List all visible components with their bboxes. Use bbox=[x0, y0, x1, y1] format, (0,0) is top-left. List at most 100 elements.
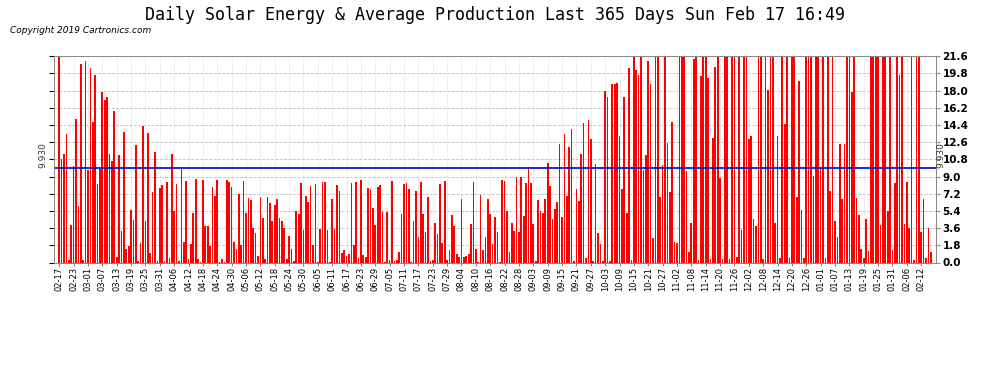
Bar bbox=[619, 136, 621, 262]
Bar bbox=[688, 252, 690, 262]
Bar bbox=[659, 197, 661, 262]
Bar bbox=[604, 92, 606, 262]
Bar bbox=[602, 261, 604, 262]
Bar bbox=[154, 152, 155, 262]
Bar bbox=[337, 184, 338, 262]
Bar bbox=[281, 221, 283, 262]
Bar bbox=[159, 188, 160, 262]
Bar bbox=[736, 258, 738, 262]
Bar bbox=[65, 134, 67, 262]
Bar bbox=[442, 243, 444, 262]
Bar bbox=[369, 189, 371, 262]
Bar bbox=[140, 243, 142, 262]
Bar bbox=[815, 57, 817, 262]
Bar bbox=[597, 233, 599, 262]
Bar bbox=[666, 142, 668, 262]
Bar bbox=[843, 144, 845, 262]
Bar bbox=[703, 57, 704, 262]
Bar bbox=[183, 242, 184, 262]
Bar bbox=[202, 180, 204, 262]
Bar bbox=[99, 169, 101, 262]
Bar bbox=[671, 122, 673, 262]
Bar bbox=[381, 212, 383, 262]
Bar bbox=[676, 243, 678, 262]
Bar bbox=[118, 155, 120, 262]
Bar bbox=[781, 57, 783, 262]
Bar bbox=[645, 155, 646, 262]
Bar bbox=[755, 226, 756, 262]
Bar bbox=[415, 191, 417, 262]
Bar bbox=[344, 250, 345, 262]
Bar bbox=[207, 226, 209, 262]
Bar bbox=[104, 100, 106, 262]
Bar bbox=[254, 233, 256, 262]
Bar bbox=[621, 189, 623, 262]
Bar bbox=[444, 181, 446, 262]
Bar bbox=[732, 57, 733, 262]
Bar bbox=[578, 201, 579, 262]
Bar bbox=[92, 122, 94, 262]
Bar bbox=[332, 199, 333, 262]
Bar bbox=[832, 57, 834, 262]
Bar bbox=[533, 224, 535, 262]
Text: Daily Solar Energy & Average Production Last 365 Days Sun Feb 17 16:49: Daily Solar Energy & Average Production … bbox=[145, 6, 845, 24]
Bar bbox=[724, 57, 726, 262]
Bar bbox=[151, 192, 153, 262]
Bar bbox=[116, 257, 118, 262]
Bar bbox=[217, 180, 218, 262]
Bar bbox=[475, 249, 476, 262]
Bar bbox=[722, 259, 724, 262]
Bar bbox=[135, 146, 137, 262]
Bar bbox=[271, 221, 273, 262]
Bar bbox=[837, 237, 839, 262]
Bar bbox=[229, 182, 230, 262]
Bar bbox=[930, 252, 932, 262]
Bar bbox=[403, 183, 405, 262]
Bar bbox=[246, 213, 247, 262]
Bar bbox=[880, 225, 881, 262]
Bar bbox=[259, 197, 261, 262]
Bar bbox=[221, 259, 223, 262]
Bar bbox=[77, 206, 79, 262]
Bar bbox=[793, 57, 795, 262]
Bar bbox=[406, 183, 407, 262]
Bar bbox=[420, 182, 422, 262]
Bar bbox=[341, 252, 343, 262]
Bar bbox=[717, 57, 719, 262]
Bar bbox=[238, 194, 240, 262]
Bar bbox=[192, 213, 194, 262]
Bar bbox=[360, 180, 361, 262]
Bar bbox=[786, 57, 788, 262]
Bar bbox=[858, 215, 859, 262]
Bar bbox=[523, 216, 525, 262]
Bar bbox=[909, 228, 910, 262]
Bar bbox=[197, 259, 199, 262]
Bar bbox=[803, 258, 805, 262]
Bar bbox=[82, 261, 84, 262]
Bar bbox=[163, 261, 165, 262]
Bar bbox=[916, 57, 917, 262]
Bar bbox=[585, 258, 587, 262]
Bar bbox=[398, 252, 400, 262]
Bar bbox=[631, 261, 633, 262]
Bar bbox=[377, 187, 378, 262]
Bar bbox=[546, 163, 548, 262]
Bar bbox=[830, 191, 831, 262]
Bar bbox=[509, 252, 510, 262]
Bar bbox=[528, 167, 530, 262]
Bar bbox=[73, 166, 74, 262]
Bar bbox=[654, 57, 656, 262]
Bar bbox=[249, 200, 251, 262]
Bar bbox=[339, 190, 341, 262]
Bar bbox=[700, 76, 702, 262]
Bar bbox=[863, 258, 864, 262]
Bar bbox=[408, 189, 410, 262]
Bar bbox=[166, 182, 168, 262]
Bar bbox=[266, 196, 268, 262]
Bar bbox=[327, 231, 329, 262]
Bar bbox=[300, 183, 302, 262]
Bar bbox=[418, 237, 419, 262]
Bar bbox=[175, 184, 177, 262]
Bar bbox=[543, 213, 544, 262]
Bar bbox=[168, 258, 170, 262]
